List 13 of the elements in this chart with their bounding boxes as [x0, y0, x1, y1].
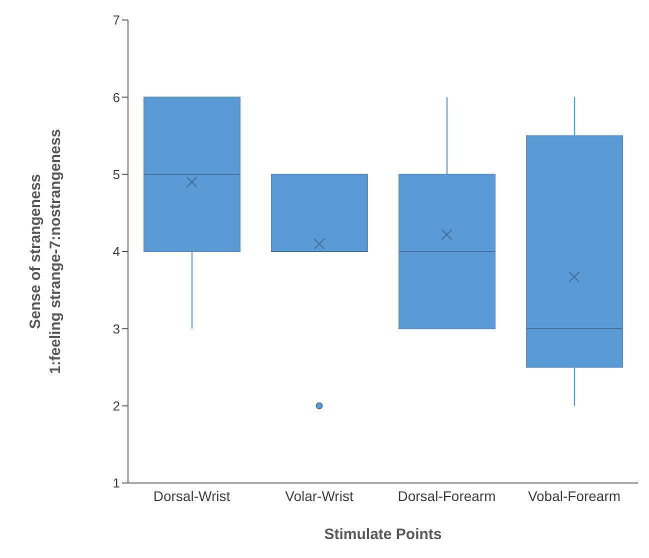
y-tick-label: 6	[112, 90, 120, 105]
x-tick-label: Vobal-Forearm	[528, 488, 621, 504]
y-tick-label: 3	[112, 321, 120, 336]
x-axis-title: Stimulate Points	[324, 526, 442, 543]
x-tick-label: Dorsal-Wrist	[153, 488, 230, 504]
y-axis-title: Sense of strangeness 1:feeling strange-7:nostrangeness	[27, 128, 64, 374]
y-tick-label: 5	[112, 166, 120, 182]
x-tick-label: Dorsal-Forearm	[398, 488, 496, 504]
y-tick-label: 4	[112, 244, 120, 260]
x-tick-label: Volar-Wrist	[285, 488, 354, 504]
y-tick-label: 2	[112, 398, 120, 414]
y-tick-label: 7	[112, 12, 120, 28]
y-tick-label: 1	[112, 476, 120, 491]
